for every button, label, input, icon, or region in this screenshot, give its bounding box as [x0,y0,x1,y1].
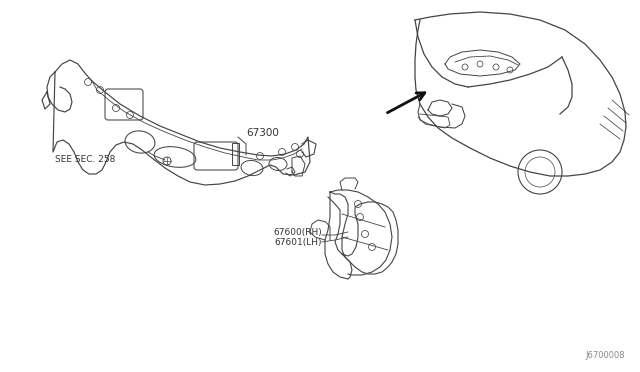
Text: 67601(LH): 67601(LH) [275,237,322,247]
Text: J6700008: J6700008 [586,351,625,360]
Text: SEE SEC. 258: SEE SEC. 258 [55,154,115,164]
Bar [232,143,239,165]
Text: 67300: 67300 [246,128,279,138]
Text: 67600(RH): 67600(RH) [273,228,322,237]
